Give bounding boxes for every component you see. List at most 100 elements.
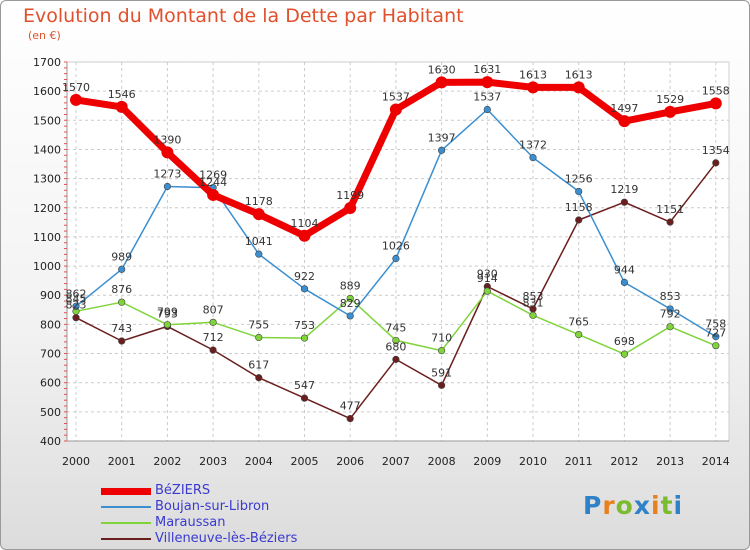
legend-item-villeneuve: Villeneuve-lès-Béziers	[101, 531, 297, 547]
data-point	[483, 105, 491, 114]
legend-label: Villeneuve-lès-Béziers	[155, 531, 298, 546]
data-point	[346, 312, 354, 320]
x-tick-label: 2006	[336, 455, 364, 468]
data-label: 1104	[291, 217, 319, 230]
y-tick-label: 1400	[33, 143, 61, 156]
data-label: 680	[385, 340, 406, 353]
data-label: 1497	[610, 102, 638, 115]
data-label: 698	[614, 335, 635, 348]
data-label: 1041	[245, 235, 273, 248]
data-label: 793	[157, 307, 178, 320]
data-label: 845	[66, 292, 87, 305]
logo-letter: i	[673, 491, 684, 520]
data-point	[207, 188, 220, 201]
legend-swatch	[101, 522, 151, 524]
data-point	[572, 81, 585, 94]
data-label: 853	[660, 290, 681, 303]
chart-title: Evolution du Montant de la Dette par Hab…	[23, 5, 464, 27]
data-label: 792	[660, 308, 681, 321]
legend-item-boujan: Boujan-sur-Libron	[101, 499, 297, 515]
data-point	[118, 298, 126, 306]
data-label: 862	[66, 287, 87, 300]
data-label: 1269	[199, 169, 227, 182]
data-label: 710	[431, 332, 452, 345]
legend-swatch	[101, 487, 151, 495]
y-tick-label: 600	[40, 377, 61, 390]
x-tick-label: 2009	[473, 455, 501, 468]
x-tick-label: 2005	[291, 455, 319, 468]
data-label: 1219	[610, 183, 638, 196]
data-label: 1390	[153, 133, 181, 146]
logo-letter: r	[602, 491, 616, 520]
x-tick-label: 2008	[428, 455, 456, 468]
data-point	[72, 314, 80, 322]
data-point	[70, 93, 82, 106]
data-point	[392, 254, 400, 263]
y-tick-label: 1200	[33, 202, 61, 215]
data-label: 1529	[656, 93, 684, 106]
data-point	[575, 216, 583, 224]
data-label: 1151	[656, 203, 684, 216]
x-tick-label: 2012	[610, 455, 638, 468]
data-label: 745	[385, 321, 406, 334]
data-label: 547	[294, 379, 315, 392]
data-point	[620, 278, 629, 287]
data-point	[115, 100, 128, 113]
data-label: 876	[111, 283, 132, 296]
data-label: 758	[705, 318, 726, 331]
data-label: 853	[523, 290, 544, 303]
logo-letter: i	[651, 491, 661, 520]
data-label: 1273	[153, 167, 181, 180]
data-label: 755	[248, 319, 269, 332]
data-point	[300, 285, 309, 293]
data-label: 765	[568, 316, 589, 329]
data-point	[575, 330, 583, 339]
data-label: 1537	[473, 91, 501, 104]
legend-item-beziers: BéZIERS	[101, 483, 297, 499]
x-tick-label: 2014	[702, 455, 730, 468]
data-label: 1537	[382, 91, 410, 104]
data-point	[118, 265, 126, 273]
data-label: 930	[477, 267, 498, 280]
data-label: 1397	[428, 131, 456, 144]
data-label: 889	[340, 279, 361, 292]
data-point	[529, 311, 537, 319]
data-point	[664, 105, 677, 118]
data-label: 1158	[565, 201, 593, 214]
x-tick-label: 2000	[62, 455, 90, 468]
data-label: 1613	[565, 68, 593, 81]
proxiti-logo: Proxiti	[583, 491, 683, 520]
data-label: 807	[203, 303, 224, 316]
data-point	[209, 318, 217, 326]
y-tick-label: 1700	[33, 56, 61, 69]
data-point	[438, 146, 446, 154]
y-tick-label: 1100	[33, 231, 61, 244]
data-label: 799	[157, 306, 178, 319]
chart-legend: BéZIERS Boujan-sur-Libron Maraussan Villene…	[101, 483, 297, 547]
data-label: 617	[248, 359, 269, 372]
data-label: 922	[294, 270, 315, 283]
legend-label: Maraussan	[155, 515, 226, 530]
data-label: 1244	[199, 176, 227, 189]
data-label: 914	[477, 272, 498, 285]
data-point	[72, 302, 80, 310]
data-label: 1558	[702, 84, 730, 97]
data-point	[300, 394, 309, 402]
data-point	[712, 342, 720, 350]
x-tick-label: 2004	[245, 455, 273, 468]
data-point	[620, 198, 629, 206]
y-tick-label: 1300	[33, 173, 61, 186]
x-tick-label: 2007	[382, 455, 410, 468]
data-point	[209, 346, 217, 354]
data-point	[255, 374, 263, 382]
data-point	[438, 347, 446, 355]
y-tick-label: 800	[40, 318, 61, 331]
data-point	[163, 182, 171, 191]
x-tick-label: 2002	[153, 455, 181, 468]
x-tick-label: 2011	[565, 455, 593, 468]
logo-letter: P	[583, 491, 603, 520]
data-point	[392, 355, 400, 363]
x-tick-label: 2001	[108, 455, 136, 468]
data-point	[389, 103, 402, 116]
